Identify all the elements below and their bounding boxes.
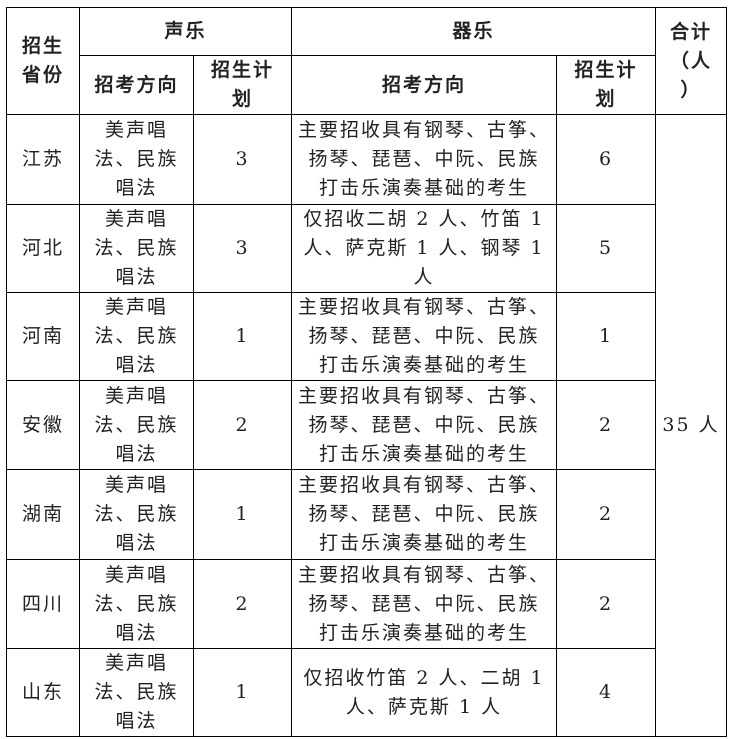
cell-vocal-direction: 美声唱 法、民族 唱法 [79, 559, 194, 649]
cell-province: 河北 [6, 204, 80, 293]
cell-province: 四川 [6, 559, 80, 649]
header-vocal: 声乐 [79, 7, 292, 56]
table-row: 四川 美声唱 法、民族 唱法 2 主要招收具有钢琴、古筝、 扬琴、琵琶、中阮、民族 打… [6, 559, 727, 649]
cell-vocal-direction: 美声唱 法、民族 唱法 [79, 114, 194, 205]
cell-vocal-plan: 1 [193, 469, 292, 560]
cell-instr-direction: 仅招收竹笛 2 人、二胡 1 人、萨克斯 1 人 [291, 648, 557, 737]
header-instr-plan: 招生计 划 [556, 55, 656, 115]
cell-vocal-plan: 2 [193, 380, 292, 470]
cell-total: 35 人 [655, 114, 727, 737]
cell-province: 河南 [6, 292, 80, 381]
cell-instr-direction: 主要招收具有钢琴、古筝、 扬琴、琵琶、中阮、民族 打击乐演奏基础的考生 [291, 380, 557, 470]
table-row: 江苏 美声唱 法、民族 唱法 3 主要招收具有钢琴、古筝、 扬琴、琵琶、中阮、民族 打… [6, 114, 727, 737]
header-vocal-direction: 招考方向 [79, 55, 194, 115]
header-total: 合计 （人 ） [655, 7, 727, 115]
cell-vocal-plan: 1 [193, 292, 292, 381]
cell-vocal-direction: 美声唱 法、民族 唱法 [79, 648, 194, 737]
table-body: 江苏 美声唱 法、民族 唱法 3 主要招收具有钢琴、古筝、 扬琴、琵琶、中阮、民族 打… [6, 114, 727, 737]
cell-vocal-plan: 2 [193, 559, 292, 649]
cell-vocal-direction: 美声唱 法、民族 唱法 [79, 292, 194, 381]
cell-instr-plan: 2 [556, 380, 656, 470]
cell-vocal-plan: 3 [193, 114, 292, 205]
cell-province: 湖南 [6, 469, 80, 560]
header-province: 招生 省份 [6, 7, 80, 115]
cell-instr-direction: 主要招收具有钢琴、古筝、 扬琴、琵琶、中阮、民族 打击乐演奏基础的考生 [291, 469, 557, 560]
table-row: 安徽 美声唱 法、民族 唱法 2 主要招收具有钢琴、古筝、 扬琴、琵琶、中阮、民族 打… [6, 380, 727, 470]
header-instr-direction: 招考方向 [291, 55, 557, 115]
cell-vocal-plan: 3 [193, 204, 292, 293]
cell-instr-direction: 主要招收具有钢琴、古筝、 扬琴、琵琶、中阮、民族 打击乐演奏基础的考生 [291, 292, 557, 381]
cell-instr-plan: 6 [556, 114, 656, 205]
cell-vocal-direction: 美声唱 法、民族 唱法 [79, 204, 194, 293]
cell-instr-direction: 仅招收二胡 2 人、竹笛 1 人、萨克斯 1 人、钢琴 1 人 [291, 204, 557, 293]
cell-instr-plan: 2 [556, 559, 656, 649]
cell-instr-plan: 2 [556, 469, 656, 560]
cell-instr-plan: 5 [556, 204, 656, 293]
cell-instr-plan: 1 [556, 292, 656, 381]
cell-vocal-direction: 美声唱 法、民族 唱法 [79, 469, 194, 560]
cell-province: 山东 [6, 648, 80, 737]
enrollment-table: 招生 省份 声乐 器乐 合计 （人 ） 招考方向 招生计 划 招考方向 招生计 … [6, 7, 727, 737]
cell-vocal-plan: 1 [193, 648, 292, 737]
table-row: 河南 美声唱 法、民族 唱法 1 主要招收具有钢琴、古筝、 扬琴、琵琶、中阮、民族 打… [6, 292, 727, 381]
cell-instr-direction: 主要招收具有钢琴、古筝、 扬琴、琵琶、中阮、民族 打击乐演奏基础的考生 [291, 559, 557, 649]
cell-vocal-direction: 美声唱 法、民族 唱法 [79, 380, 194, 470]
cell-instr-direction: 主要招收具有钢琴、古筝、 扬琴、琵琶、中阮、民族 打击乐演奏基础的考生 [291, 114, 557, 205]
header-instrumental: 器乐 [291, 7, 656, 56]
table-row: 河北 美声唱 法、民族 唱法 3 仅招收二胡 2 人、竹笛 1 人、萨克斯 1 人、钢… [6, 204, 727, 293]
header-vocal-plan: 招生计 划 [193, 55, 292, 115]
cell-province: 江苏 [6, 114, 80, 205]
table-row: 湖南 美声唱 法、民族 唱法 1 主要招收具有钢琴、古筝、 扬琴、琵琶、中阮、民族 打… [6, 469, 727, 560]
cell-province: 安徽 [6, 380, 80, 470]
cell-instr-plan: 4 [556, 648, 656, 737]
